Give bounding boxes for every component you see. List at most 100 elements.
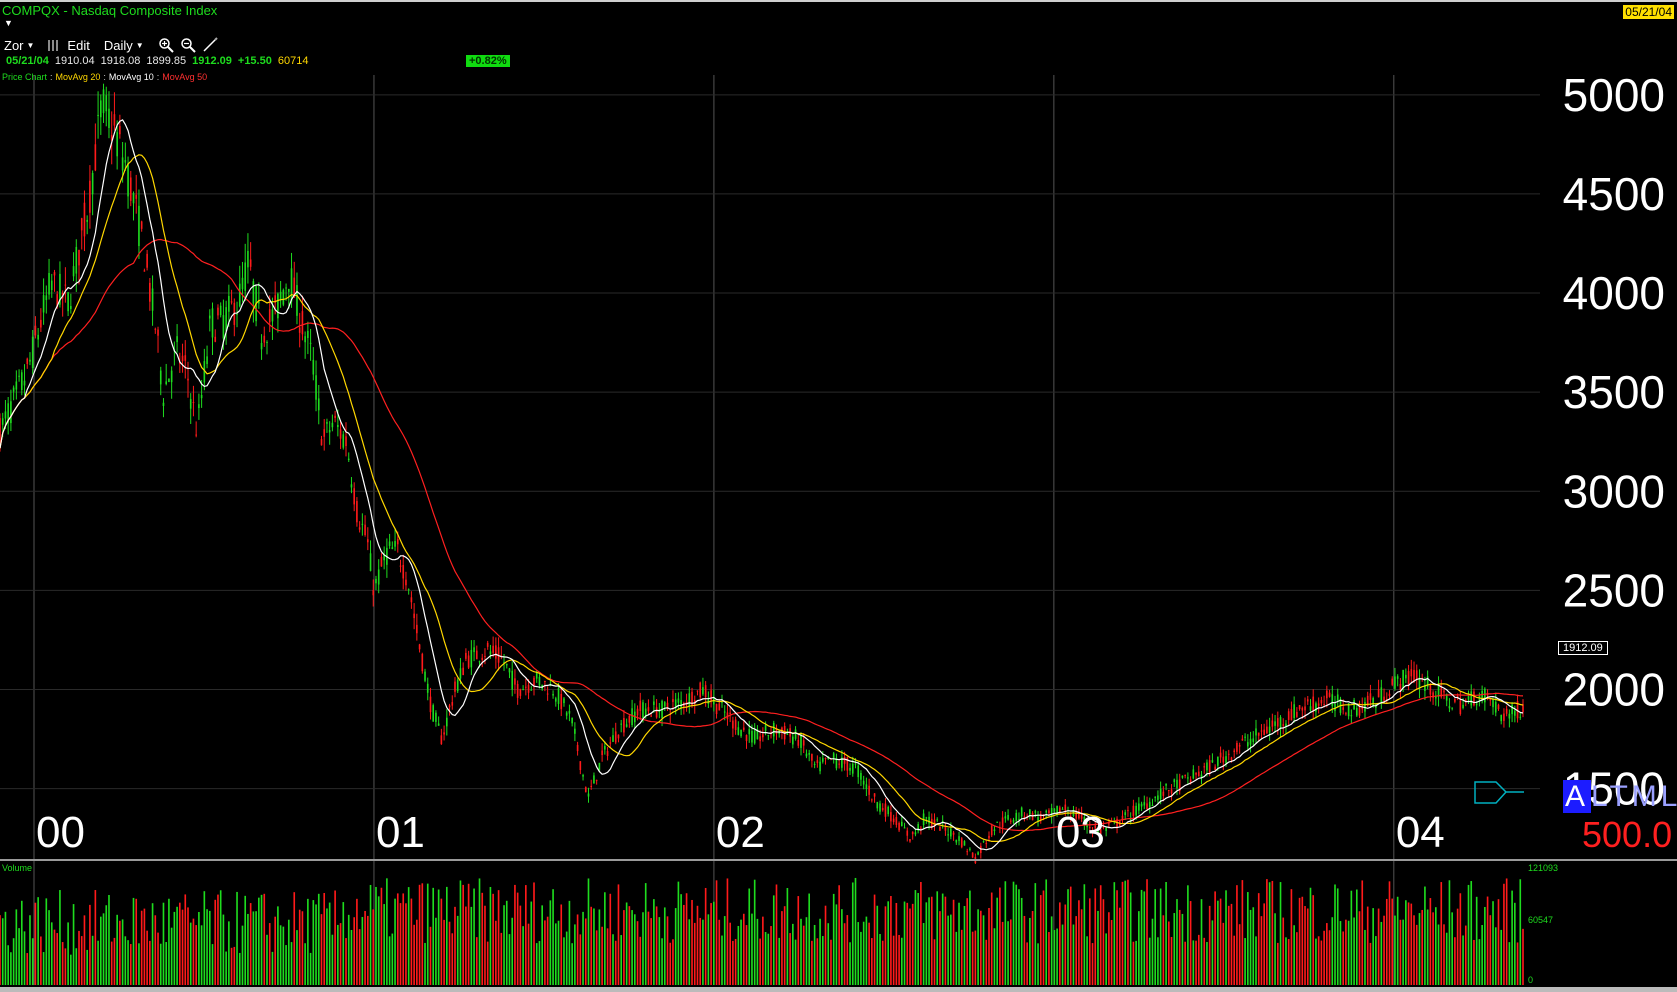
price-candle-body	[366, 539, 369, 543]
volume-bar	[884, 906, 887, 985]
volume-bar	[342, 902, 345, 985]
volume-bar	[1173, 913, 1176, 985]
volume-bar	[37, 897, 39, 985]
volume-bar	[1195, 940, 1197, 985]
price-candle-body	[1059, 807, 1061, 814]
edit-button[interactable]: Edit	[48, 38, 90, 53]
price-candle-body	[467, 655, 470, 668]
price-candle-body	[958, 836, 960, 841]
volume-bar	[1110, 919, 1113, 985]
volume-bar	[465, 906, 467, 985]
volume-bar	[672, 939, 674, 985]
price-candle-body	[1061, 808, 1064, 810]
quote-volume: 60714	[277, 55, 309, 67]
volume-bar	[900, 937, 903, 985]
volume-bar	[1306, 908, 1309, 985]
volume-bar	[1086, 936, 1088, 985]
volume-bar	[481, 892, 484, 985]
volume-bar	[661, 938, 663, 985]
price-candle-body	[146, 253, 148, 268]
last-price-tag: 1912.09	[1558, 641, 1608, 655]
volume-tick-mid: 60547	[1528, 915, 1554, 925]
volume-bar	[1342, 931, 1344, 985]
volume-bar	[1434, 907, 1437, 985]
price-candle-body	[1091, 830, 1094, 832]
volume-bar	[514, 884, 516, 985]
price-candle-body	[1056, 805, 1058, 814]
price-candle-body	[132, 193, 135, 204]
volume-bar	[446, 886, 448, 985]
zoom-in-icon[interactable]	[158, 37, 174, 53]
price-candle-body	[568, 710, 571, 714]
menu-dropdown-arrow-icon[interactable]: ▼	[4, 18, 13, 28]
volume-bar	[1094, 888, 1097, 985]
draw-line-tool-icon[interactable]	[202, 37, 218, 53]
price-candle-body	[192, 401, 195, 403]
y-tick-label: 4500	[1563, 168, 1665, 220]
price-candle-body	[263, 335, 266, 343]
volume-bar	[1056, 928, 1058, 985]
volume-bar	[500, 932, 503, 985]
price-candle-body	[1053, 808, 1056, 812]
price-candle-body	[508, 668, 511, 673]
period-select[interactable]: Daily ▼	[104, 38, 144, 53]
price-candle-body	[1443, 690, 1445, 693]
volume-bar	[48, 910, 50, 985]
volume-bar	[497, 890, 500, 985]
price-candle-body	[691, 691, 693, 707]
volume-bar	[1097, 910, 1099, 985]
volume-bar	[606, 928, 609, 985]
price-candle-body	[582, 774, 584, 777]
volume-bar	[1031, 911, 1034, 985]
volume-bar	[644, 883, 647, 985]
volume-bar	[113, 937, 116, 985]
ma20-line	[0, 154, 1524, 843]
y-tick-label: 5000	[1563, 69, 1665, 121]
price-candle-body	[631, 708, 633, 726]
quote-open: 1910.04	[54, 55, 95, 67]
volume-bar	[1260, 916, 1263, 985]
volume-bar	[1263, 903, 1265, 985]
price-candle-body	[475, 650, 478, 660]
volume-bar	[323, 892, 326, 985]
price-candle-body	[1274, 721, 1276, 726]
volume-bar	[45, 898, 48, 985]
price-candle-body	[53, 272, 56, 276]
volume-bar	[930, 896, 933, 985]
volume-bar	[909, 908, 911, 985]
price-candle-body	[1233, 750, 1236, 753]
price-candle-body	[162, 402, 165, 406]
price-candle-body	[1154, 796, 1157, 798]
price-candle-body	[198, 404, 200, 409]
volume-bar	[1252, 907, 1255, 985]
volume-bar	[1116, 890, 1118, 985]
volume-bar	[1249, 909, 1252, 985]
price-candle-body	[715, 704, 718, 715]
price-candle-body	[767, 735, 770, 737]
volume-bar	[138, 943, 140, 985]
volume-bar	[1268, 882, 1271, 985]
volume-bar	[631, 910, 633, 985]
price-candle-body	[939, 826, 941, 831]
volume-bar	[119, 920, 121, 985]
price-candle-body	[470, 649, 473, 668]
zoom-out-icon[interactable]	[180, 37, 196, 53]
volume-bar	[247, 913, 249, 985]
volume-bar	[511, 917, 514, 985]
volume-bar	[1102, 899, 1105, 985]
price-candle-body	[1519, 716, 1522, 718]
zoom-menu-button[interactable]: Zor ▼	[4, 38, 34, 53]
volume-bar	[1364, 929, 1366, 985]
volume-bar	[198, 912, 200, 985]
price-candle-body	[1197, 771, 1200, 777]
volume-bar	[1170, 936, 1173, 985]
volume-bar	[383, 904, 385, 985]
price-candle-body	[34, 325, 37, 336]
price-candle-body	[811, 754, 813, 761]
price-candle-body	[862, 780, 865, 785]
volume-bar	[813, 924, 816, 985]
volume-bar	[587, 878, 590, 985]
price-candle-body	[734, 719, 737, 731]
price-candle-body	[298, 327, 301, 333]
